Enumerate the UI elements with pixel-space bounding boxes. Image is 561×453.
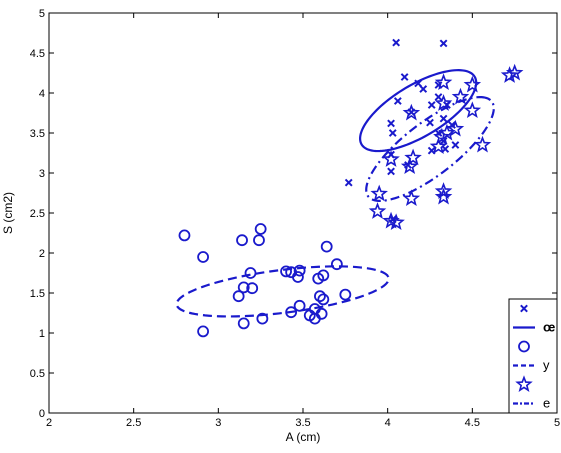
x-tick-label: 5	[554, 417, 560, 429]
data-point	[317, 293, 330, 306]
data-point	[434, 94, 453, 111]
data-point	[388, 129, 397, 137]
data-point	[404, 148, 422, 166]
ellipse-2	[175, 265, 390, 318]
y-tick-label: 2.5	[30, 208, 45, 220]
data-point	[178, 229, 191, 242]
data-point	[237, 281, 250, 294]
data-point	[280, 265, 292, 278]
data-point	[446, 119, 465, 137]
data-point	[463, 101, 482, 119]
data-point	[312, 272, 325, 285]
data-point	[463, 75, 482, 93]
data-point	[429, 137, 448, 155]
data-point	[320, 240, 333, 253]
data-point	[244, 267, 257, 279]
data-point	[427, 101, 436, 109]
legend-box	[508, 298, 558, 414]
data-point	[434, 187, 453, 205]
data-point	[232, 290, 245, 303]
axes-box	[48, 12, 558, 414]
x-tick-label: 3	[215, 417, 221, 429]
data-point	[414, 79, 423, 88]
data-point	[520, 304, 528, 313]
x-tick-label: 2.5	[126, 417, 141, 429]
y-tick-label: 2	[39, 248, 45, 260]
y-tick-label: 1.5	[30, 288, 45, 300]
data-point	[314, 290, 326, 303]
data-point	[236, 234, 248, 247]
y-tick-label: 3.5	[30, 128, 45, 140]
data-point	[339, 288, 352, 301]
data-point	[451, 87, 470, 105]
legend-label: e	[543, 396, 550, 411]
data-point	[434, 73, 453, 91]
y-tick-label: 4	[39, 88, 45, 100]
data-point	[387, 213, 405, 231]
data-point	[293, 299, 306, 312]
y-tick-label: 0.5	[30, 368, 45, 380]
data-point	[382, 211, 400, 229]
data-point	[256, 312, 269, 325]
data-point	[439, 114, 448, 123]
data-point	[254, 223, 267, 235]
data-point	[197, 251, 209, 263]
data-point	[402, 103, 421, 121]
data-point	[237, 317, 250, 330]
data-point	[400, 157, 419, 175]
data-point	[387, 119, 395, 128]
y-tick-label: 5	[39, 8, 45, 20]
data-point	[382, 150, 400, 167]
data-point	[400, 73, 409, 81]
legend-label: œ	[543, 320, 555, 335]
data-point	[434, 182, 453, 199]
data-point	[419, 85, 428, 93]
data-point	[293, 264, 306, 277]
series-2	[175, 223, 390, 338]
data-point	[392, 38, 401, 47]
x-tick-label: 4	[385, 417, 391, 429]
y-axis-label: S (cm2)	[1, 192, 15, 234]
x-tick-label: 3.5	[295, 417, 310, 429]
data-point	[393, 97, 402, 105]
data-point	[387, 167, 395, 176]
data-point	[344, 178, 353, 187]
data-point	[434, 93, 443, 101]
data-point	[368, 202, 387, 219]
y-tick-label: 0	[39, 408, 45, 420]
legend-label: y	[543, 358, 550, 373]
y-tick-label: 1	[39, 328, 45, 340]
data-point	[197, 325, 209, 338]
data-point	[370, 184, 388, 202]
data-point	[292, 271, 304, 283]
data-point	[500, 66, 519, 83]
ellipse-1	[358, 69, 478, 153]
data-point	[402, 189, 421, 207]
data-point	[308, 312, 321, 325]
data-point	[285, 306, 298, 319]
data-point	[439, 39, 448, 48]
data-point	[518, 340, 530, 353]
data-point	[473, 135, 492, 153]
data-point	[515, 375, 533, 392]
data-point	[253, 234, 265, 247]
x-axis-label: A (cm)	[286, 430, 321, 444]
data-point	[330, 258, 343, 271]
y-tick-label: 4.5	[30, 48, 45, 60]
x-tick-label: 2	[46, 417, 52, 429]
data-point	[246, 282, 259, 295]
legend: œ y e	[508, 298, 558, 414]
y-tick-label: 3	[39, 168, 45, 180]
data-point	[451, 141, 460, 149]
data-point	[433, 127, 451, 145]
data-point	[426, 118, 434, 127]
x-tick-label: 4.5	[465, 417, 480, 429]
series-3	[365, 63, 524, 231]
